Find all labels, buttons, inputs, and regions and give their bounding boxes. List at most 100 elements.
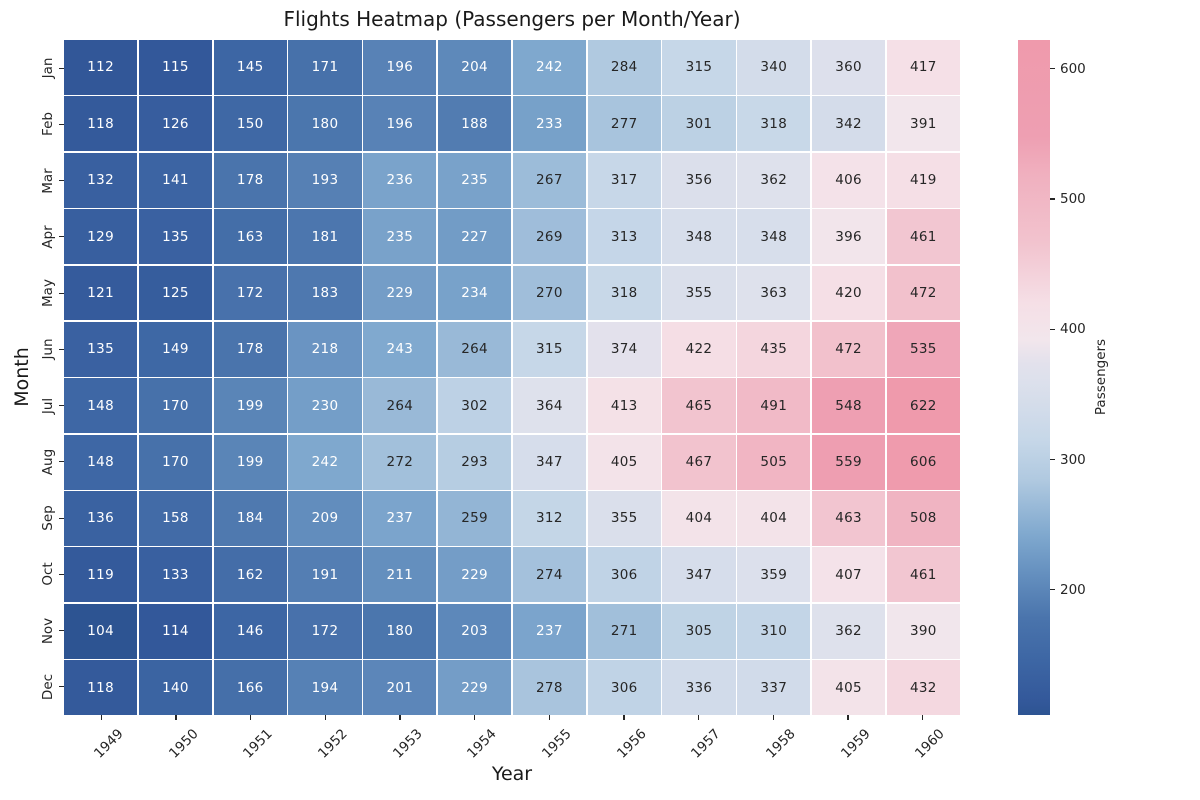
heatmap-cell: 422 (662, 321, 736, 377)
heatmap-cell: 417 (886, 40, 960, 95)
colorbar-tick-mark (1050, 198, 1055, 200)
heatmap-cell: 390 (886, 603, 960, 659)
y-tick-label: May (40, 279, 56, 308)
heatmap-cell: 274 (512, 547, 587, 603)
y-tick-label: Sep (40, 505, 56, 531)
x-tick-label: 1959 (837, 726, 874, 762)
heatmap-cell: 135 (64, 321, 138, 377)
heatmap-cell: 337 (737, 660, 811, 715)
x-tick-mark (623, 715, 625, 720)
heatmap-cell: 336 (662, 660, 736, 715)
heatmap-cell: 178 (213, 321, 287, 377)
heatmap-cell: 118 (64, 660, 138, 715)
heatmap-cell: 535 (886, 321, 960, 377)
heatmap-cell: 196 (363, 40, 437, 95)
heatmap-cell: 348 (662, 209, 736, 264)
heatmap-cell: 347 (512, 434, 587, 490)
heatmap-cell: 204 (437, 40, 512, 95)
heatmap-cell: 548 (811, 378, 886, 434)
heatmap-cell: 227 (437, 209, 512, 264)
heatmap-cell: 508 (886, 491, 960, 546)
heatmap-cell: 318 (587, 265, 661, 321)
heatmap-cell: 313 (587, 209, 661, 264)
heatmap-cell: 158 (138, 491, 213, 546)
heatmap-cell: 420 (811, 265, 886, 321)
heatmap-cell: 310 (737, 603, 811, 659)
heatmap-cell: 184 (213, 491, 287, 546)
heatmap-cell: 209 (288, 491, 362, 546)
heatmap-cell: 360 (811, 40, 886, 95)
colorbar-tick-mark (1050, 328, 1055, 330)
heatmap-cell: 505 (737, 434, 811, 490)
x-tick-mark (100, 715, 102, 720)
heatmap-cell: 237 (363, 491, 437, 546)
heatmap-cell: 183 (288, 265, 362, 321)
heatmap-cell: 218 (288, 321, 362, 377)
heatmap-cell: 135 (138, 209, 213, 264)
y-tick-mark (59, 292, 64, 294)
heatmap-cell: 278 (512, 660, 587, 715)
colorbar-label: Passengers (1093, 338, 1109, 416)
x-tick-label: 1954 (464, 726, 500, 762)
heatmap-cell: 355 (662, 265, 736, 321)
heatmap-cell: 318 (737, 96, 811, 152)
heatmap-cell: 432 (886, 660, 960, 715)
heatmap-cell: 148 (64, 434, 138, 490)
heatmap-cell: 172 (288, 603, 362, 659)
heatmap-cell: 162 (213, 547, 287, 603)
heatmap-cell: 112 (64, 40, 138, 95)
x-tick-mark (474, 715, 476, 720)
heatmap-cell: 491 (737, 378, 811, 434)
heatmap-cell: 242 (288, 434, 362, 490)
x-tick-mark (548, 715, 550, 720)
heatmap-cell: 461 (886, 209, 960, 264)
y-tick-mark (59, 573, 64, 575)
heatmap-cell: 191 (288, 547, 362, 603)
y-tick-mark (59, 348, 64, 350)
heatmap-cell: 199 (213, 434, 287, 490)
heatmap-cell: 229 (437, 547, 512, 603)
heatmap-grid: 112 115 145 171 196 204 242 284 315 340 360 417 118 1… (64, 40, 960, 715)
x-tick-label: 1958 (763, 726, 799, 762)
heatmap-cell: 622 (886, 378, 960, 434)
y-axis-label: Month (11, 347, 33, 407)
heatmap-cell: 136 (64, 491, 138, 546)
y-tick-mark (59, 630, 64, 632)
heatmap-cell: 180 (363, 603, 437, 659)
heatmap-cell: 342 (811, 96, 886, 152)
y-tick-mark (59, 123, 64, 125)
heatmap-cell: 229 (437, 660, 512, 715)
heatmap-cell: 133 (138, 547, 213, 603)
heatmap-cell: 284 (587, 40, 661, 95)
colorbar-tick-label: 400 (1060, 321, 1086, 338)
heatmap-cell: 317 (587, 152, 661, 208)
heatmap-cell: 356 (662, 152, 736, 208)
heatmap-cell: 435 (737, 321, 811, 377)
heatmap-cell: 305 (662, 603, 736, 659)
heatmap-cell: 166 (213, 660, 287, 715)
y-tick-label: Jul (40, 397, 56, 414)
heatmap-cell: 362 (811, 603, 886, 659)
heatmap-cell: 315 (512, 321, 587, 377)
heatmap-cell: 201 (363, 660, 437, 715)
x-tick-mark (772, 715, 774, 720)
heatmap-cell: 163 (213, 209, 287, 264)
heatmap-cell: 407 (811, 547, 886, 603)
heatmap-cell: 306 (587, 660, 661, 715)
heatmap-cell: 181 (288, 209, 362, 264)
heatmap-cell: 259 (437, 491, 512, 546)
colorbar-tick-label: 500 (1060, 190, 1086, 207)
x-tick-mark (399, 715, 401, 720)
heatmap-cell: 235 (437, 152, 512, 208)
chart-title: Flights Heatmap (Passengers per Month/Ye… (283, 7, 741, 31)
heatmap-cell: 606 (886, 434, 960, 490)
heatmap-cell: 264 (437, 321, 512, 377)
y-tick-label: Mar (40, 167, 56, 194)
heatmap-cell: 199 (213, 378, 287, 434)
heatmap-cell: 472 (811, 321, 886, 377)
heatmap-cell: 235 (363, 209, 437, 264)
x-tick-label: 1960 (912, 726, 948, 762)
heatmap-cell: 118 (64, 96, 138, 152)
heatmap-cell: 302 (437, 378, 512, 434)
heatmap-cell: 359 (737, 547, 811, 603)
